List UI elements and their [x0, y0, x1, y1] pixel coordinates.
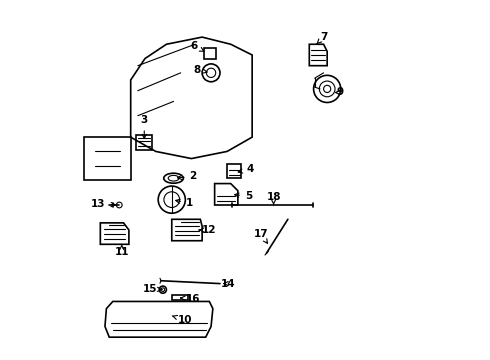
Text: 3: 3	[141, 115, 148, 139]
Text: 16: 16	[180, 294, 201, 303]
Text: 10: 10	[172, 315, 192, 325]
Text: 17: 17	[254, 229, 269, 243]
Text: 1: 1	[176, 198, 193, 208]
Text: 4: 4	[238, 164, 254, 174]
Text: 9: 9	[336, 87, 343, 98]
Text: 11: 11	[115, 244, 129, 257]
Text: 15: 15	[143, 284, 163, 294]
Text: 12: 12	[199, 225, 217, 235]
Text: 2: 2	[177, 171, 197, 181]
Text: 8: 8	[193, 65, 207, 75]
Text: 5: 5	[235, 191, 252, 201]
Text: 14: 14	[220, 279, 235, 289]
Text: 18: 18	[267, 192, 281, 205]
Text: 7: 7	[317, 32, 327, 44]
Text: 6: 6	[191, 41, 204, 51]
Text: 13: 13	[91, 199, 115, 209]
